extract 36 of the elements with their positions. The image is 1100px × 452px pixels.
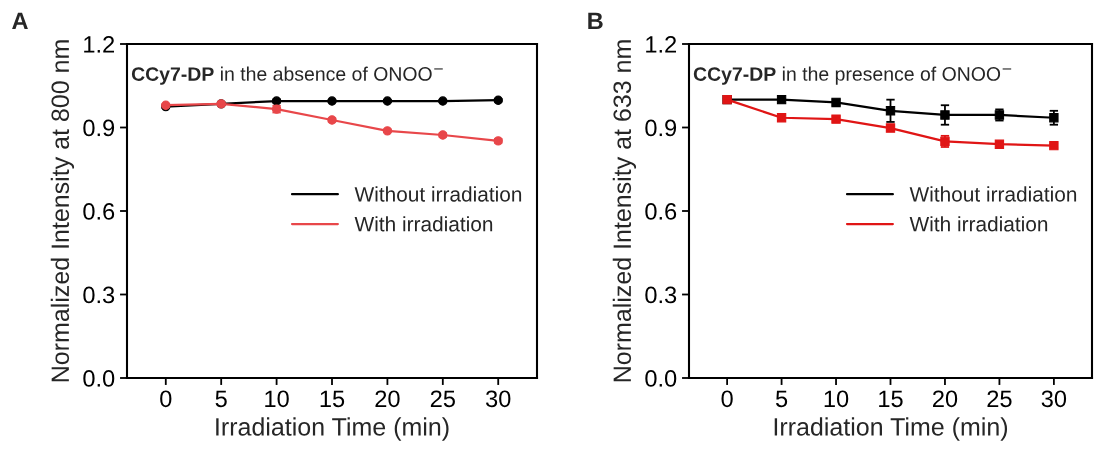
x-axis-title: Irradiation Time (min) bbox=[216, 417, 449, 441]
legend-label: Without irradiation bbox=[909, 186, 1077, 202]
x-tick-label: 15 bbox=[879, 390, 903, 408]
text: A bbox=[12, 12, 28, 29]
y-tick-label: 0.0 bbox=[645, 370, 677, 387]
y-tick-label: 1.2 bbox=[646, 36, 677, 53]
legend-label: With irradiation bbox=[354, 216, 493, 232]
x-tick-label: 15 bbox=[320, 390, 345, 408]
x-tick-label: 0 bbox=[160, 390, 172, 408]
y-axis-title: Normalized Intensity at 633 nm bbox=[612, 40, 637, 382]
x-axis-title: Irradiation Time (min) bbox=[774, 417, 1008, 441]
x-tick-label: 25 bbox=[987, 390, 1012, 408]
x-tick-label: 10 bbox=[824, 390, 849, 408]
legend-label: With irradiation bbox=[909, 216, 1048, 232]
y-tick-label: 0.9 bbox=[645, 119, 677, 137]
legend-label: Without irradiation bbox=[354, 186, 522, 202]
x-tick-label: 30 bbox=[1041, 390, 1067, 408]
text: CCy7-DP in the presence of ONOO$^{−}$ bbox=[693, 66, 1012, 85]
x-tick-label: 5 bbox=[775, 390, 788, 408]
y-tick-label: 0.3 bbox=[645, 286, 677, 304]
x-tick-label: 20 bbox=[933, 390, 958, 408]
y-tick-label: 0.6 bbox=[83, 203, 115, 220]
x-tick-label: 5 bbox=[215, 390, 227, 408]
y-tick-label: 1.2 bbox=[84, 36, 115, 53]
y-axis-title: Normalized Intensity at 800 nm bbox=[50, 40, 75, 382]
x-tick-label: 0 bbox=[721, 390, 733, 408]
text: B bbox=[588, 12, 603, 29]
x-tick-label: 25 bbox=[430, 390, 455, 408]
y-tick-label: 0.9 bbox=[83, 119, 115, 137]
x-tick-label: 20 bbox=[375, 390, 400, 408]
x-tick-label: 30 bbox=[485, 390, 511, 408]
y-tick-label: 0.0 bbox=[83, 370, 115, 387]
x-tick-label: 10 bbox=[265, 390, 289, 408]
y-tick-label: 0.6 bbox=[645, 203, 677, 220]
y-tick-label: 0.3 bbox=[83, 286, 115, 304]
text: CCy7-DP in the absence of ONOO$^{−}$ bbox=[131, 66, 443, 85]
